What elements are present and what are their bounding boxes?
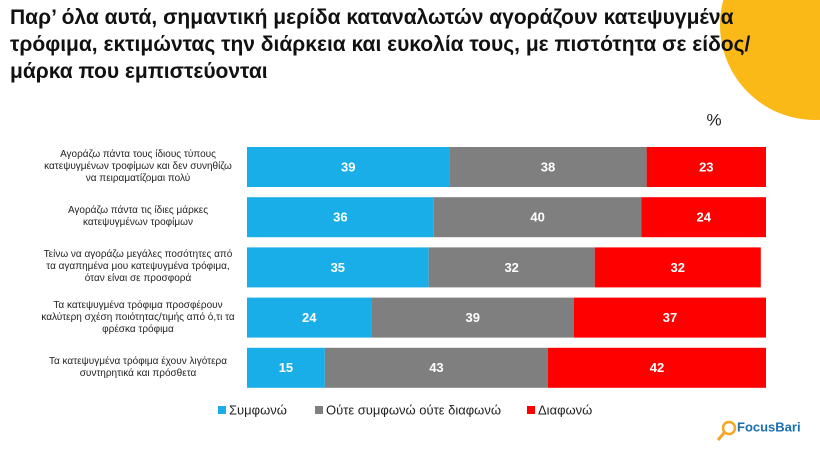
value-label: 42	[650, 360, 664, 375]
bar-segment	[247, 197, 434, 238]
value-label: 43	[429, 360, 443, 375]
value-label: 24	[696, 210, 711, 225]
value-label: 37	[663, 310, 677, 325]
bar-segment	[646, 147, 766, 187]
value-label: 32	[671, 260, 685, 275]
value-label: 39	[341, 159, 355, 174]
value-label: 36	[333, 210, 347, 225]
bar-segment	[247, 297, 372, 338]
logo-icon	[721, 420, 737, 436]
value-label: 38	[541, 159, 555, 174]
logo-icon	[716, 432, 726, 441]
category-label: Αγοράζω πάντα τις ίδιες μάρκες κατεψυγμέ…	[67, 205, 209, 229]
value-label: 23	[699, 159, 713, 174]
bar-segment	[247, 347, 325, 388]
category-label: Τα κατεψυγμένα τρόφιμα προσφέρουν καλύτε…	[41, 299, 235, 335]
bar-segment	[371, 297, 574, 338]
legend-swatch	[218, 406, 226, 414]
bar-segment	[594, 247, 761, 288]
value-label: 32	[504, 260, 518, 275]
bar-segment	[548, 347, 766, 388]
category-label: Τείνω να αγοράζω μεγάλες ποσότητες από τ…	[43, 249, 233, 285]
bar-segment	[573, 297, 766, 338]
legend-label: Διαφωνώ	[538, 402, 592, 417]
legend-label: Συμφωνώ	[229, 402, 287, 417]
chart-title: Παρ’ όλα αυτά, σημαντική μερίδα καταναλω…	[10, 6, 751, 83]
legend-swatch	[527, 406, 535, 414]
value-label: 35	[331, 260, 345, 275]
category-label: Τα κατεψυγμένα τρόφιμα έχουν λιγότερα συ…	[48, 355, 227, 379]
category-label: Αγοράζω πάντα τους ίδιους τύπους κατεψυγ…	[44, 149, 232, 184]
unit-label: %	[706, 110, 721, 129]
value-label: 39	[466, 310, 480, 325]
legend-label: Ούτε συμφωνώ ούτε διαφωνώ	[326, 402, 501, 417]
decor-circle	[720, 0, 820, 120]
bar-segment	[428, 247, 595, 288]
legend-swatch	[315, 406, 323, 414]
bar-segment	[324, 347, 549, 388]
bar-segment	[247, 247, 429, 288]
value-label: 24	[302, 310, 317, 325]
bar-segment	[449, 147, 647, 187]
bar-segment	[433, 197, 642, 238]
bar-segment	[247, 147, 450, 187]
value-label: 15	[279, 360, 293, 375]
value-label: 40	[530, 210, 544, 225]
logo: FocusBari	[737, 419, 801, 434]
bar-segment	[641, 197, 766, 238]
